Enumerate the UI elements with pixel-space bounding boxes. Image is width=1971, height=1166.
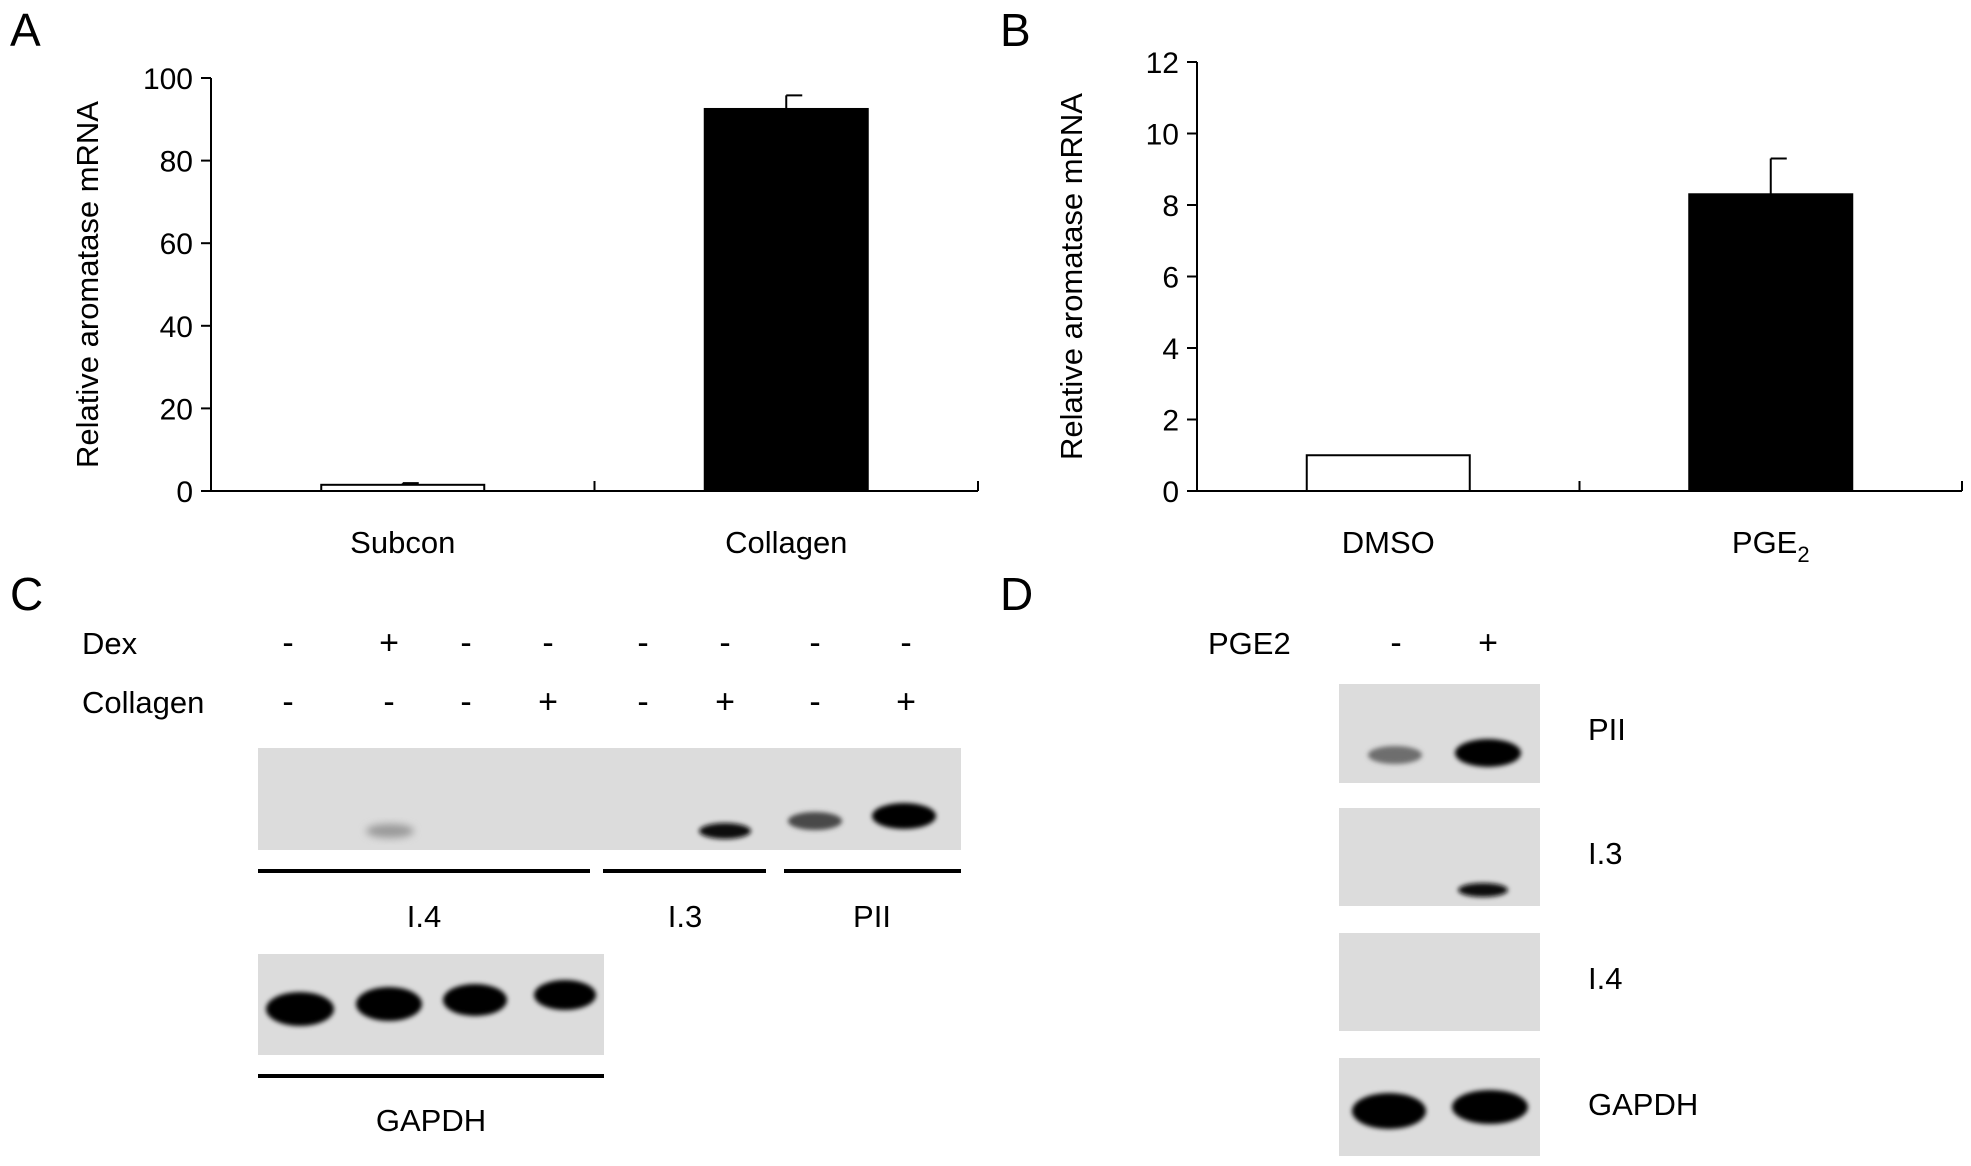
gel-c-band [366, 824, 414, 838]
chart-b: 0 2 4 6 8 10 12 DMSO PGE2 Relative aromatase mRNA [1054, 47, 1963, 567]
y-tick-label: 10 [1146, 119, 1179, 152]
pge2-label: PGE2 [1208, 626, 1291, 661]
gel-d-i3 [1339, 808, 1540, 906]
bar-collagen [703, 107, 869, 492]
panel-letter-d: D [1000, 568, 1033, 620]
lane-sign: + [538, 683, 558, 721]
y-tick-label: 20 [160, 393, 193, 426]
group-label-pii: PII [853, 899, 891, 934]
gel-c-gapdh-band [443, 984, 507, 1016]
panel-letter-a: A [10, 4, 41, 56]
gapdh-label-c: GAPDH [376, 1103, 486, 1138]
y-tick-label: 4 [1162, 333, 1179, 366]
gel-c-band [788, 812, 842, 830]
lane-sign: - [637, 683, 648, 721]
lane-sign: + [715, 683, 735, 721]
lane-sign: + [896, 683, 916, 721]
y-tick-label: 0 [176, 476, 193, 509]
gel-d-pii [1339, 684, 1540, 783]
lane-sign: - [719, 624, 730, 662]
gel-c-gapdh-band [356, 987, 422, 1021]
lane-sign: - [282, 683, 293, 721]
gel-d-band [1352, 1093, 1426, 1129]
panel-c-header: Dex Collagen - + - - - - - - - - - + - + - + [82, 624, 916, 721]
gel-d-label-i3: I.3 [1588, 836, 1622, 871]
gel-d-label-gapdh: GAPDH [1588, 1087, 1698, 1122]
bar-subcon [320, 483, 486, 492]
y-axis-label: Relative aromatase mRNA [70, 101, 105, 468]
category-label: Subcon [350, 525, 455, 560]
bar-pge2 [1688, 193, 1854, 492]
gel-c-gapdh-band [266, 992, 334, 1026]
panel-letter-b: B [1000, 4, 1031, 56]
gel-c-background [258, 748, 961, 850]
bar-dmso [1305, 454, 1471, 492]
gel-d-i4 [1339, 933, 1540, 1031]
gel-c-band [699, 823, 751, 839]
y-tick-label: 80 [160, 146, 193, 179]
collagen-signs: - - - + - + - + [282, 683, 916, 721]
gel-d-background [1339, 808, 1540, 906]
gel-d-gapdh [1339, 1058, 1540, 1156]
lane-sign: - [460, 683, 471, 721]
pge2-sign: + [1478, 624, 1498, 662]
category-label: Collagen [725, 525, 847, 560]
gel-d-band [1368, 746, 1422, 764]
gel-c-aromatase [258, 748, 961, 850]
lane-sign: - [809, 683, 820, 721]
y-tick-label: 0 [1162, 476, 1179, 509]
gel-d-band [1452, 1090, 1528, 1124]
gel-d-band [1455, 739, 1521, 767]
category-label: PGE2 [1732, 525, 1810, 567]
category-label: DMSO [1342, 525, 1435, 560]
gel-d-background [1339, 684, 1540, 783]
gel-c-gapdh [258, 954, 604, 1055]
gel-c-gapdh-band [534, 980, 596, 1010]
y-tick-label: 40 [160, 311, 193, 344]
lane-sign: - [383, 683, 394, 721]
pge2-sign: - [1390, 624, 1401, 662]
y-axis-label: Relative aromatase mRNA [1054, 93, 1089, 460]
gel-d-background [1339, 933, 1540, 1031]
lane-sign: - [900, 624, 911, 662]
group-label-i3: I.3 [668, 899, 702, 934]
y-tick-label: 60 [160, 228, 193, 261]
group-label-i4: I.4 [407, 899, 441, 934]
gel-d-band [1458, 883, 1508, 897]
lane-sign: - [542, 624, 553, 662]
y-tick-label: 2 [1162, 405, 1179, 438]
y-tick-label: 12 [1146, 47, 1179, 80]
gel-c-band [872, 803, 936, 829]
y-tick-label: 100 [143, 63, 193, 96]
lane-sign: - [282, 624, 293, 662]
lane-sign: - [809, 624, 820, 662]
lane-sign: - [460, 624, 471, 662]
gel-d-label-pii: PII [1588, 712, 1626, 747]
y-tick-label: 8 [1162, 190, 1179, 223]
collagen-label: Collagen [82, 685, 204, 720]
dex-signs: - + - - - - - - [282, 624, 911, 662]
dex-label: Dex [82, 626, 138, 661]
panel-letter-c: C [10, 568, 43, 620]
y-tick-label: 6 [1162, 262, 1179, 295]
lane-sign: + [379, 624, 399, 662]
gel-d-label-i4: I.4 [1588, 961, 1622, 996]
chart-a: 0 20 40 60 80 100 Subcon Collagen Relative aroma… [70, 63, 979, 560]
lane-sign: - [637, 624, 648, 662]
